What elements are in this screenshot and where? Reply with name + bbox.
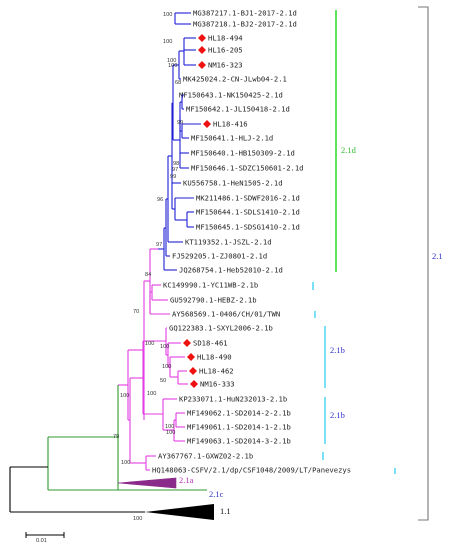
leaf-labels: MG387217.1-BJ1-2017-2.1d MG387218.1-BJ2-2… (152, 9, 351, 475)
clade-bracket-2-1 (418, 6, 429, 521)
leaf-label: MF149063.1-SD2014-3-2.1b (187, 437, 291, 446)
group-label-2-1b: 2.1b (330, 345, 345, 355)
collapsed-clade-2-1a (117, 477, 177, 489)
bootstrap-1-1: 100 (133, 516, 142, 522)
leaf-label: HL18-490 (197, 353, 232, 362)
leaf-label: HL18-494 (208, 34, 243, 43)
group-label-2-1b-lower: 2.1b (330, 410, 345, 420)
group-label-2-1a: 2.1a (179, 475, 194, 485)
marker-diamond (198, 61, 206, 69)
bootstrap-value: 100 (166, 430, 175, 436)
leaf-label: KU556758.1-HeN1505-2.1d (183, 179, 283, 188)
leaf-label: MF150644.1-SDLS1410-2.1d (196, 208, 300, 217)
bootstrap-value: 100 (163, 12, 172, 18)
bootstrap-value: 70 (133, 309, 139, 315)
marker-diamond (189, 367, 197, 375)
leaf-label: HQ148063-CSFV/2.1/dp/CSF1048/2009/LT/Pan… (152, 466, 351, 475)
leaf-label: MG387217.1-BJ1-2017-2.1d (193, 9, 297, 18)
bootstrap-value: 100 (163, 39, 172, 45)
leaf-label: MF150642.1-JL150418-2.1d (186, 105, 290, 114)
leaf-label: HL18-462 (199, 367, 234, 376)
bootstrap-value: 99 (170, 174, 176, 180)
leaf-label: GU592790.1-HEBZ-2.1b (170, 296, 257, 305)
leaf-label: GQ122383.1-SXYL2006-2.1b (169, 324, 273, 333)
bootstrap-value: 100 (165, 424, 174, 430)
leaf-label: HL16-205 (208, 46, 243, 55)
leaf-label: HL18-416 (213, 120, 248, 129)
leaf-label: AY367767.1-GXWZ02-2.1b (158, 452, 253, 461)
bootstrap-value: 99 (177, 120, 183, 126)
marker-diamond (187, 353, 195, 361)
bootstrap-value: 97 (156, 242, 162, 248)
group-label-2-1d: 2.1d (341, 145, 357, 155)
leaf-label: FJ529205.1-ZJ0801-2.1d (172, 252, 267, 261)
bootstrap-value: 68 (175, 80, 181, 86)
scale-bar-label: 0.01 (36, 538, 47, 544)
leaf-label: SD18-461 (193, 339, 228, 348)
bootstrap-value: 100 (145, 341, 154, 347)
bootstrap-value: 100 (167, 58, 176, 64)
leaf-label: KP233071.1-HuN232013-2.1b (179, 395, 287, 404)
clade-annotations: 2.1d 2.1b 2.1b 2.1 2.1a 2.1c 1.1 100 0.0… (25, 6, 443, 544)
leaf-label: MF150646.1-SDZC150601-2.1d (191, 164, 304, 173)
bootstrap-value: 100 (121, 460, 130, 466)
group-label-2-1: 2.1 (432, 251, 443, 261)
marker-diamond (198, 46, 206, 54)
leaf-label: MF149061.1-SD2014-1-2.1b (187, 423, 291, 432)
leaf-label: MK425024.2-CN-JLwb04-2.1 (183, 75, 287, 84)
bootstrap-value: 100 (162, 364, 171, 370)
leaf-label: JQ268754.1-Heb52010-2.1d (179, 266, 283, 275)
marker-diamond (198, 34, 206, 42)
leaf-label: MF150641.1-HLJ-2.1d (191, 134, 273, 143)
bootstrap-value: 100 (168, 63, 177, 69)
leaf-label: MF150640.1-HB150309-2.1d (191, 149, 295, 158)
bootstrap-value: 98 (173, 161, 179, 167)
leaf-label: NM16-333 (200, 380, 235, 389)
group-label-2-1c: 2.1c (209, 489, 224, 499)
marker-diamond (190, 380, 198, 388)
leaf-label: MK211486.1-SDWF2016-2.1d (196, 194, 300, 203)
leaf-label: MF150645.1-SDSG1410-2.1d (196, 223, 300, 232)
group-label-1-1: 1.1 (220, 506, 231, 516)
leaf-label: MF150643.1-NK150425-2.1d (179, 91, 283, 100)
tree-branches (9, 12, 214, 520)
collapsed-clade-1-1 (145, 504, 214, 520)
bootstrap-value: 84 (145, 272, 151, 278)
bootstrap-value: 100 (147, 391, 156, 397)
bootstrap-value: 79 (113, 434, 119, 440)
leaf-label: KC149990.1-YC11WB-2.1b (163, 281, 258, 290)
leaf-label: MF149062.1-SD2014-2-2.1b (187, 409, 291, 418)
marker-diamond (203, 120, 211, 128)
bootstrap-value: 100 (160, 344, 169, 350)
leaf-label: MG387218.1-BJ2-2017-2.1d (193, 20, 297, 29)
leaf-label: NM16-323 (208, 61, 243, 70)
leaf-label: AY568569.1-0406/CH/01/TWN (172, 310, 280, 319)
leaf-label: KT119352.1-JSZL-2.1d (185, 238, 272, 247)
bootstrap-value: 50 (160, 378, 166, 384)
bootstrap-value: 97 (172, 167, 178, 173)
bootstrap-value: 100 (120, 393, 129, 399)
bootstrap-value: 96 (157, 197, 163, 203)
marker-diamond (183, 339, 191, 347)
